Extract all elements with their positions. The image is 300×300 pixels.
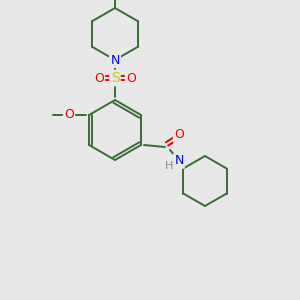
Text: N: N [174, 154, 184, 167]
Text: N: N [110, 53, 120, 67]
Text: O: O [94, 71, 104, 85]
Text: N: N [110, 53, 120, 67]
Text: O: O [126, 71, 136, 85]
Text: H: H [165, 161, 173, 171]
Text: O: O [64, 109, 74, 122]
Text: O: O [174, 128, 184, 142]
Text: S: S [111, 71, 119, 85]
